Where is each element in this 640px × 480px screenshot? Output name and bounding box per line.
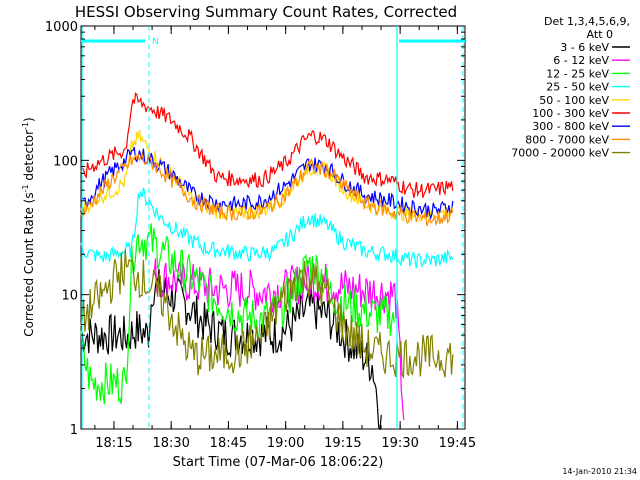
y-tick-label-3: 1000	[45, 20, 78, 35]
y-tick-label-2: 100	[53, 154, 78, 169]
legend-label-4: 50 - 100 keV	[539, 94, 609, 107]
overlay-group: N	[81, 26, 465, 429]
plot-frame	[80, 25, 466, 430]
chart-title: HESSI Observing Summary Count Rates, Cor…	[75, 3, 457, 21]
legend-header-line2: Att 0	[587, 28, 613, 41]
legend-label-0: 3 - 6 keV	[560, 41, 609, 54]
y-axis-label-part1: Corrected Count Rate (s	[22, 192, 36, 336]
x-tick-label-6: 19:45	[439, 436, 476, 451]
legend-label-7: 800 - 7000 keV	[525, 133, 609, 146]
legend-label-5: 100 - 300 keV	[532, 107, 609, 120]
footer-date: 14-Jan-2010 21:34	[562, 467, 637, 476]
legend-label-6: 300 - 800 keV	[532, 120, 609, 133]
x-axis-label: Start Time (07-Mar-06 18:06:22)	[173, 455, 384, 470]
x-tick-label-4: 19:15	[324, 436, 361, 451]
y-axis-label-sup2: -1	[21, 122, 30, 130]
series-line-8	[80, 249, 454, 379]
x-tick-label-3: 19:00	[267, 436, 304, 451]
series-line-7	[80, 151, 454, 227]
series-line-0	[80, 268, 382, 431]
legend-label-2: 12 - 25 keV	[546, 67, 609, 80]
y-tick-label-1: 10	[61, 289, 78, 304]
series-line-6	[80, 146, 454, 221]
y-axis-label: Corrected Count Rate (s-1 detector-1)	[21, 117, 36, 336]
y-axis-label-part2: detector	[22, 130, 36, 185]
legend-label-1: 6 - 12 keV	[553, 54, 609, 67]
axis-group: 1 10 100 1000 18:15 18:30 18:45 19:00 19:15 19:30…	[45, 20, 476, 451]
x-tick-label-1: 18:30	[152, 436, 189, 451]
x-tick-label-2: 18:45	[210, 436, 247, 451]
series-line-5	[80, 92, 454, 199]
attenuator-flag: N	[152, 37, 159, 47]
legend-label-8: 7000 - 20000 keV	[511, 147, 609, 160]
series-line-2	[80, 223, 395, 405]
legend-header-line1: Det 1,3,4,5,6,9,	[544, 15, 630, 28]
series-line-3	[80, 187, 454, 269]
x-tick-label-0: 18:15	[95, 436, 132, 451]
y-axis-label-part3: )	[22, 117, 36, 122]
series-group	[80, 92, 454, 431]
x-tick-label-5: 19:30	[381, 436, 418, 451]
legend-label-3: 25 - 50 keV	[546, 81, 609, 94]
y-axis-label-sup1: -1	[21, 184, 30, 192]
y-tick-label-0: 1	[70, 423, 78, 438]
